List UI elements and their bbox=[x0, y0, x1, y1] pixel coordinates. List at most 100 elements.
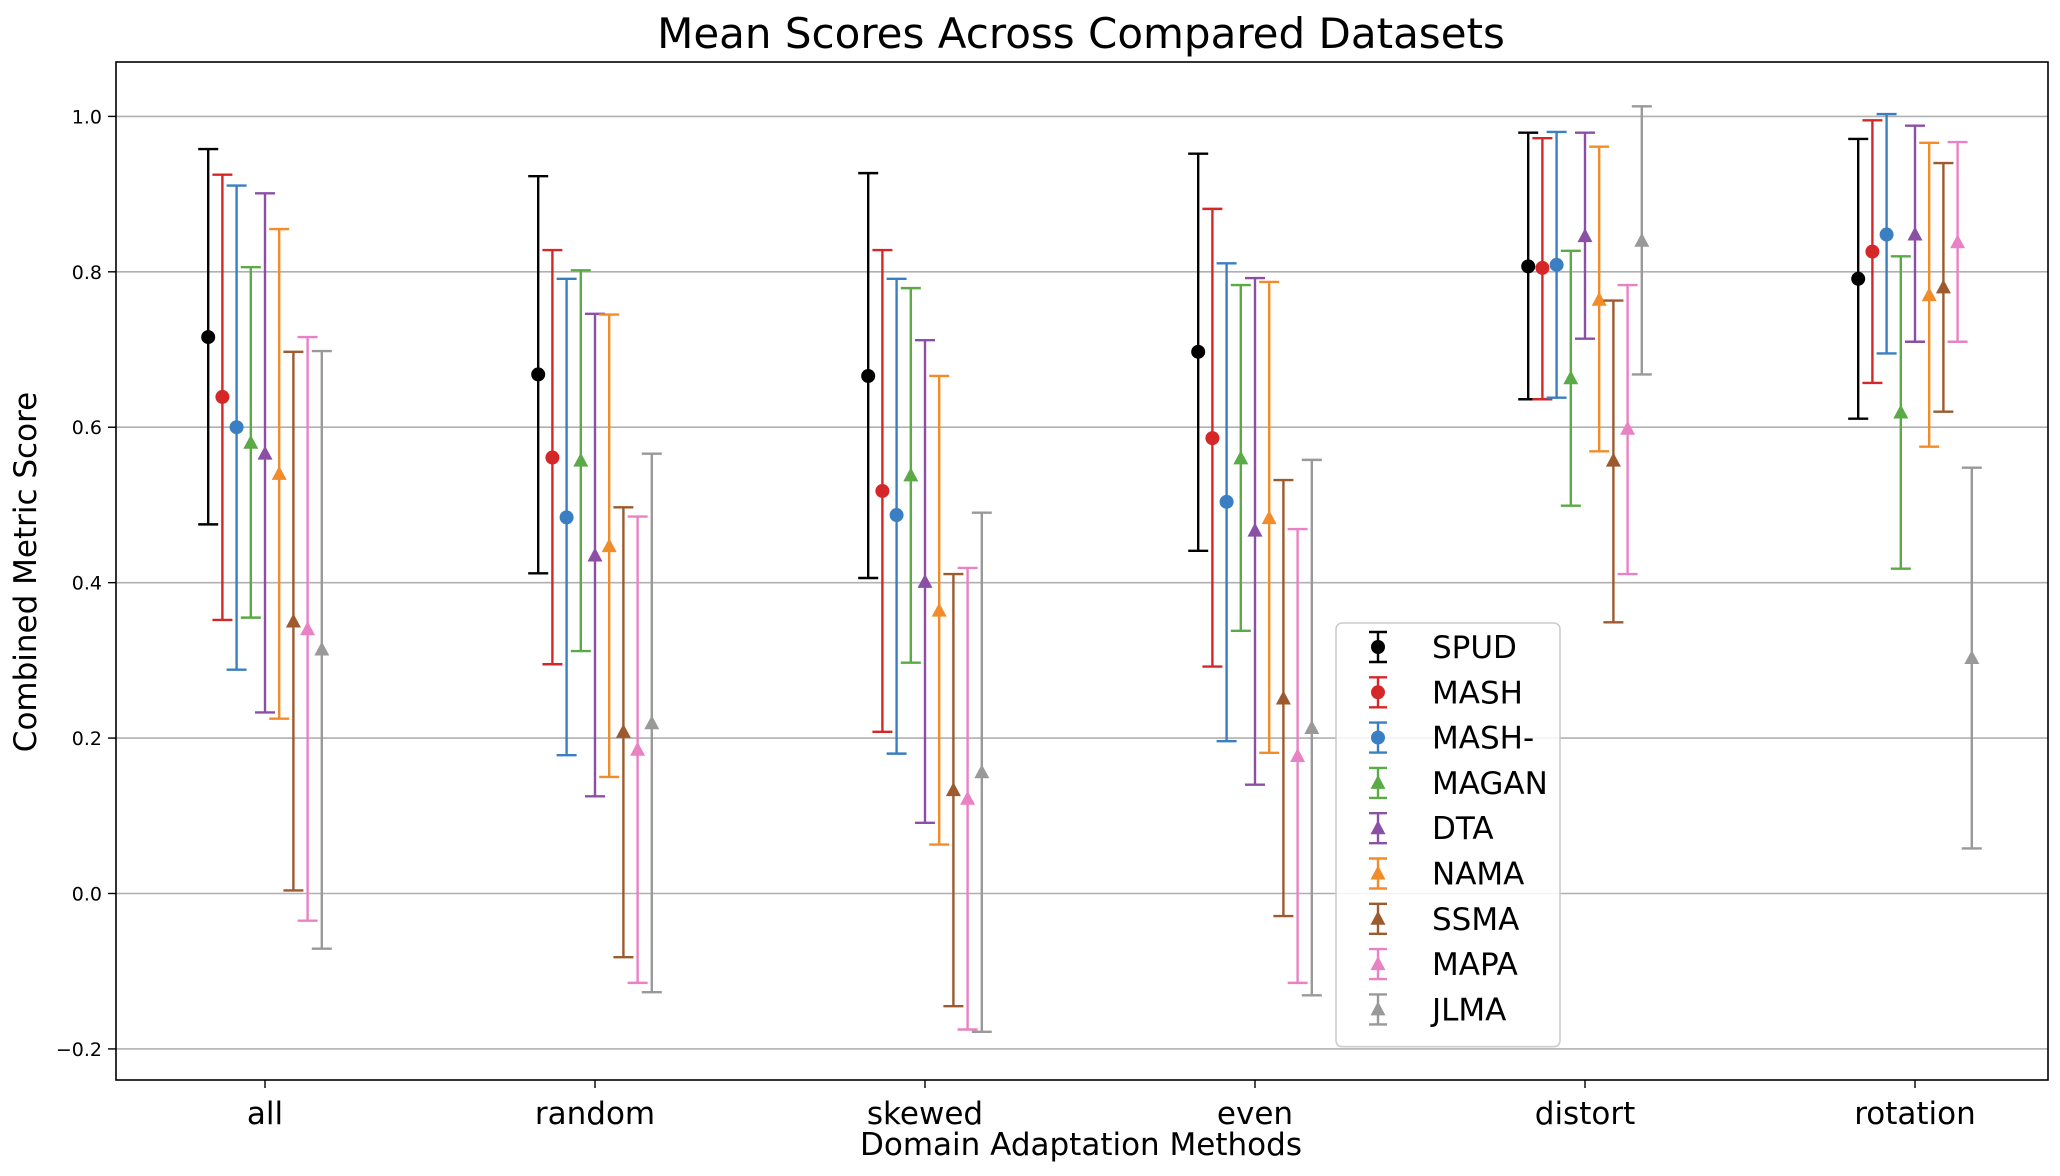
mean-point bbox=[314, 641, 330, 656]
legend-item: JLMA bbox=[1369, 992, 1506, 1028]
legend-marker bbox=[1370, 865, 1386, 880]
y-tick-label: 1.0 bbox=[72, 106, 102, 128]
series-jlma bbox=[311, 105, 1982, 1034]
mean-point bbox=[1233, 450, 1249, 465]
mean-point bbox=[545, 450, 560, 465]
mean-point bbox=[1290, 747, 1306, 762]
x-tick-label: rotation bbox=[1854, 1096, 1976, 1132]
x-axis-label: Domain Adaptation Methods bbox=[860, 1127, 1302, 1163]
mean-point bbox=[1549, 257, 1564, 272]
mean-point bbox=[229, 420, 244, 435]
x-tick-label: skewed bbox=[867, 1096, 983, 1132]
y-axis: −0.2 0.0 0.2 0.4 0.6 0.8 1.0 bbox=[56, 106, 116, 1061]
gridlines bbox=[116, 115, 2048, 1050]
mean-point bbox=[559, 510, 574, 525]
mean-point bbox=[1950, 234, 1966, 249]
mean-point bbox=[903, 467, 919, 482]
legend-label: DTA bbox=[1432, 811, 1494, 847]
y-tick-label: 0.8 bbox=[72, 262, 102, 284]
mean-point bbox=[1634, 232, 1650, 247]
mean-point bbox=[1563, 370, 1579, 385]
y-axis-label: Combined Metric Score bbox=[8, 392, 44, 752]
series-magan bbox=[240, 249, 1911, 664]
legend-marker bbox=[1371, 685, 1385, 700]
mean-point bbox=[917, 573, 933, 588]
mean-point bbox=[285, 613, 301, 628]
legend-label: MASH- bbox=[1432, 721, 1534, 757]
legend-marker bbox=[1370, 1001, 1386, 1016]
legend-marker bbox=[1371, 640, 1385, 654]
legend-item: MASH- bbox=[1369, 721, 1534, 757]
legend-marker bbox=[1370, 956, 1386, 971]
legend-marker bbox=[1370, 910, 1386, 925]
mean-point bbox=[1191, 344, 1206, 359]
mean-point bbox=[931, 602, 947, 617]
series-spud bbox=[198, 131, 1869, 580]
mean-point bbox=[1304, 719, 1320, 734]
legend-item: SSMA bbox=[1369, 902, 1519, 938]
series-mash bbox=[212, 119, 1883, 734]
legend-label: SSMA bbox=[1432, 902, 1519, 938]
mean-point bbox=[1620, 420, 1636, 435]
mean-point bbox=[1921, 287, 1937, 302]
series-nama bbox=[269, 141, 1940, 846]
mean-point bbox=[271, 465, 287, 480]
mean-point bbox=[1935, 279, 1951, 294]
mean-point bbox=[615, 723, 631, 738]
series-mash bbox=[226, 112, 1897, 757]
y-tick-label: 0.0 bbox=[72, 883, 102, 905]
mean-point bbox=[587, 547, 603, 562]
mean-point bbox=[243, 434, 259, 449]
series-mapa bbox=[297, 140, 1968, 1031]
mean-point bbox=[1851, 271, 1866, 286]
y-tick-label: 0.6 bbox=[72, 417, 102, 439]
legend-box bbox=[1335, 622, 1561, 1048]
mean-point bbox=[1591, 291, 1607, 306]
mean-point bbox=[215, 389, 230, 404]
legend-label: MAGAN bbox=[1432, 766, 1548, 802]
legend: SPUD MASH MASH- MAGAN DTA NAMA SSMA MAPA JLMA bbox=[1335, 622, 1561, 1048]
mean-point bbox=[644, 715, 660, 730]
y-tick-label: −0.2 bbox=[56, 1039, 102, 1061]
mean-point bbox=[1275, 690, 1291, 705]
mean-point bbox=[601, 538, 617, 553]
x-tick-label: even bbox=[1217, 1096, 1293, 1132]
legend-marker bbox=[1370, 774, 1386, 789]
mean-point bbox=[1879, 227, 1894, 242]
mean-point bbox=[889, 508, 904, 523]
mean-point bbox=[531, 367, 546, 382]
x-tick-label: distort bbox=[1535, 1096, 1635, 1132]
series-dta bbox=[255, 124, 1925, 824]
mean-point bbox=[1205, 431, 1220, 446]
mean-point bbox=[300, 621, 316, 636]
mean-point bbox=[861, 368, 876, 383]
series-ssma bbox=[283, 161, 1954, 1008]
legend-label: MASH bbox=[1432, 675, 1523, 711]
legend-item: NAMA bbox=[1369, 857, 1524, 893]
mean-point bbox=[1521, 259, 1536, 274]
mean-point bbox=[1893, 404, 1909, 419]
legend-label: JLMA bbox=[1430, 992, 1506, 1028]
y-tick-label: 0.2 bbox=[72, 728, 102, 750]
mean-point bbox=[945, 782, 961, 797]
legend-item: MAGAN bbox=[1369, 766, 1548, 802]
mean-point bbox=[1907, 226, 1923, 241]
legend-label: SPUD bbox=[1432, 630, 1517, 666]
legend-item: SPUD bbox=[1369, 630, 1517, 666]
mean-point bbox=[974, 764, 990, 779]
x-tick-label: all bbox=[247, 1096, 283, 1132]
chart-title: Mean Scores Across Compared Datasets bbox=[657, 9, 1505, 58]
plot-frame bbox=[115, 61, 2049, 1081]
series-marks bbox=[198, 105, 1982, 1034]
mean-point bbox=[875, 483, 890, 498]
mean-point bbox=[201, 330, 216, 345]
mean-point bbox=[960, 790, 976, 805]
mean-point bbox=[630, 741, 646, 756]
legend-item: MASH bbox=[1369, 675, 1523, 711]
mean-point bbox=[1964, 650, 1980, 665]
mean-point bbox=[1865, 244, 1880, 259]
mean-point bbox=[1261, 510, 1277, 525]
